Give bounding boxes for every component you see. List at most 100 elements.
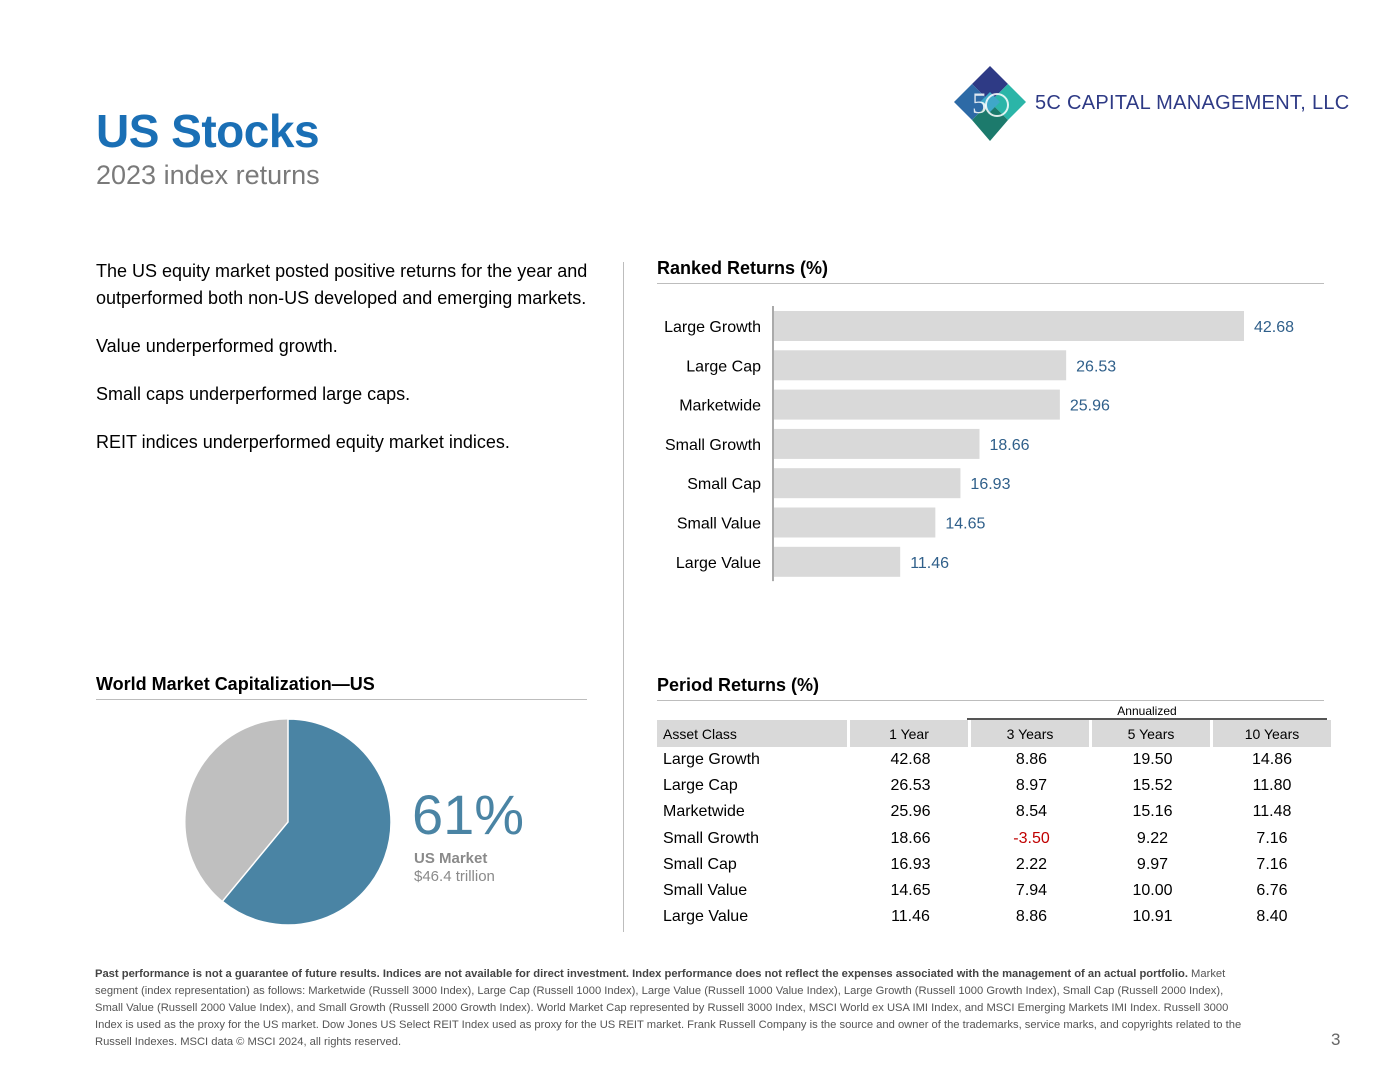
return-cell: 8.86 xyxy=(1015,751,1048,769)
intro-paragraph: Small caps underperformed large caps. xyxy=(96,384,411,404)
return-cell: 7.94 xyxy=(1015,882,1048,900)
company-logo: 5 5C CAPITAL MANAGEMENT, LLC xyxy=(950,66,1370,144)
return-cell: 14.65 xyxy=(890,882,931,900)
table-row: Large Growth 42.68 8.86 19.50 14.86 xyxy=(657,747,1331,773)
asset-class-cell: Small Value xyxy=(663,882,748,900)
bar-category-label: Small Cap xyxy=(687,476,761,493)
period-returns-title: Period Returns (%) xyxy=(657,675,820,695)
bar xyxy=(774,468,961,499)
bar-value-label: 42.68 xyxy=(1254,319,1294,336)
bar xyxy=(774,428,980,459)
svg-text:5: 5 xyxy=(972,87,987,120)
bar xyxy=(774,507,936,538)
table-header-row: Asset Class 1 Year 3 Years 5 Years 10 Ye… xyxy=(657,720,1331,747)
bar-value-label: 18.66 xyxy=(989,437,1029,454)
intro-text: The US equity market posted positive ret… xyxy=(96,258,601,477)
bar-category-label: Small Value xyxy=(677,516,761,533)
table-row: Marketwide 25.96 8.54 15.16 11.48 xyxy=(657,799,1331,825)
bar-category-label: Small Growth xyxy=(665,437,761,454)
period-returns-rule xyxy=(657,700,1324,701)
return-cell: 8.40 xyxy=(1256,908,1288,926)
table-row: Large Cap 26.53 8.97 15.52 11.80 xyxy=(657,773,1331,799)
return-cell: 8.54 xyxy=(1015,803,1048,821)
page-subtitle: 2023 index returns xyxy=(96,160,320,190)
return-cell: 15.16 xyxy=(1132,803,1173,821)
disclaimer: Past performance is not a guarantee of f… xyxy=(95,966,1245,1051)
column-header: 3 Years xyxy=(971,720,1092,747)
bar xyxy=(774,546,901,577)
world-cap-pie-chart xyxy=(184,718,392,926)
bar-value-label: 25.96 xyxy=(1070,398,1110,415)
bar xyxy=(774,350,1067,381)
intro-paragraph: Value underperformed growth. xyxy=(96,336,338,356)
intro-paragraph: The US equity market posted positive ret… xyxy=(96,261,588,308)
bar xyxy=(774,389,1060,420)
pie-slice-us xyxy=(221,718,392,926)
bar-category-label: Marketwide xyxy=(679,398,761,415)
column-divider xyxy=(623,262,624,932)
annualized-label: Annualized xyxy=(1117,704,1177,718)
bar-category-label: Large Growth xyxy=(664,319,761,336)
return-cell: 26.53 xyxy=(890,777,931,795)
annualized-rule xyxy=(967,718,1327,720)
intro-paragraph: REIT indices underperformed equity marke… xyxy=(96,432,510,452)
return-cell: 15.52 xyxy=(1132,777,1173,795)
column-header: Asset Class xyxy=(657,720,850,747)
disclaimer-text: Market segment (index representation) as… xyxy=(95,968,1242,1048)
table-row: Small Growth 18.66 -3.50 9.22 7.16 xyxy=(657,826,1331,852)
ranked-returns-chart: Large Growth 42.68 Large Cap 26.53 Marketwid… xyxy=(664,306,1294,582)
asset-class-cell: Marketwide xyxy=(663,803,745,821)
page-number: 3 xyxy=(1331,1030,1341,1049)
return-cell: 10.00 xyxy=(1132,882,1173,900)
world-cap-rule xyxy=(96,699,587,700)
bar-category-label: Large Value xyxy=(676,555,761,572)
table-row: Small Value 14.65 7.94 10.00 6.76 xyxy=(657,878,1331,904)
return-cell: 2.22 xyxy=(1015,855,1048,873)
bar-value-label: 26.53 xyxy=(1076,358,1116,375)
return-cell: 11.80 xyxy=(1252,777,1292,795)
return-cell: 19.50 xyxy=(1132,751,1173,769)
return-cell: 8.97 xyxy=(1015,777,1048,795)
company-name: 5C CAPITAL MANAGEMENT, LLC xyxy=(1035,92,1350,114)
asset-class-cell: Large Growth xyxy=(663,751,760,769)
return-cell: 9.97 xyxy=(1136,855,1169,873)
return-cell: 14.86 xyxy=(1251,751,1293,769)
us-market-value: $46.4 trillion xyxy=(414,868,495,885)
return-cell: 8.86 xyxy=(1015,908,1048,926)
page-title: US Stocks xyxy=(96,105,320,157)
return-cell: 7.16 xyxy=(1256,829,1288,847)
period-returns-table: Asset Class 1 Year 3 Years 5 Years 10 Ye… xyxy=(657,720,1331,930)
return-cell: 25.96 xyxy=(890,803,931,821)
column-header: 10 Years xyxy=(1213,720,1331,747)
disclaimer-bold: Past performance is not a guarantee of f… xyxy=(95,968,1188,980)
return-cell: 16.93 xyxy=(890,855,931,873)
return-cell: 11.48 xyxy=(1252,803,1292,821)
ranked-returns-title: Ranked Returns (%) xyxy=(657,258,829,278)
ranked-returns-rule xyxy=(657,283,1324,284)
return-cell: 42.68 xyxy=(890,751,931,769)
bar-value-label: 14.65 xyxy=(945,516,985,533)
us-percent: 61% xyxy=(412,783,525,846)
bar xyxy=(774,311,1244,341)
column-header: 5 Years xyxy=(1092,720,1213,747)
return-cell: 18.66 xyxy=(890,829,931,847)
table-row: Small Cap 16.93 2.22 9.97 7.16 xyxy=(657,852,1331,878)
asset-class-cell: Small Cap xyxy=(663,855,737,873)
asset-class-cell: Large Cap xyxy=(663,777,738,795)
table-row: Large Value 11.46 8.86 10.91 8.40 xyxy=(657,904,1331,930)
bar-category-label: Large Cap xyxy=(686,358,761,375)
return-cell: 6.76 xyxy=(1256,882,1288,900)
us-market-label: US Market xyxy=(414,850,488,867)
asset-class-cell: Large Value xyxy=(663,908,749,926)
bar-value-label: 11.46 xyxy=(910,555,949,572)
5c-diamond-logo-icon: 5 xyxy=(954,66,1026,141)
return-cell: 11.46 xyxy=(891,908,930,926)
return-cell: 7.16 xyxy=(1256,855,1288,873)
return-cell: 9.22 xyxy=(1136,829,1169,847)
bar-value-label: 16.93 xyxy=(970,476,1010,493)
return-cell: -3.50 xyxy=(1013,829,1050,847)
return-cell: 10.91 xyxy=(1132,908,1173,926)
world-cap-title: World Market Capitalization—US xyxy=(96,674,375,694)
column-header: 1 Year xyxy=(850,720,971,747)
asset-class-cell: Small Growth xyxy=(663,829,760,847)
